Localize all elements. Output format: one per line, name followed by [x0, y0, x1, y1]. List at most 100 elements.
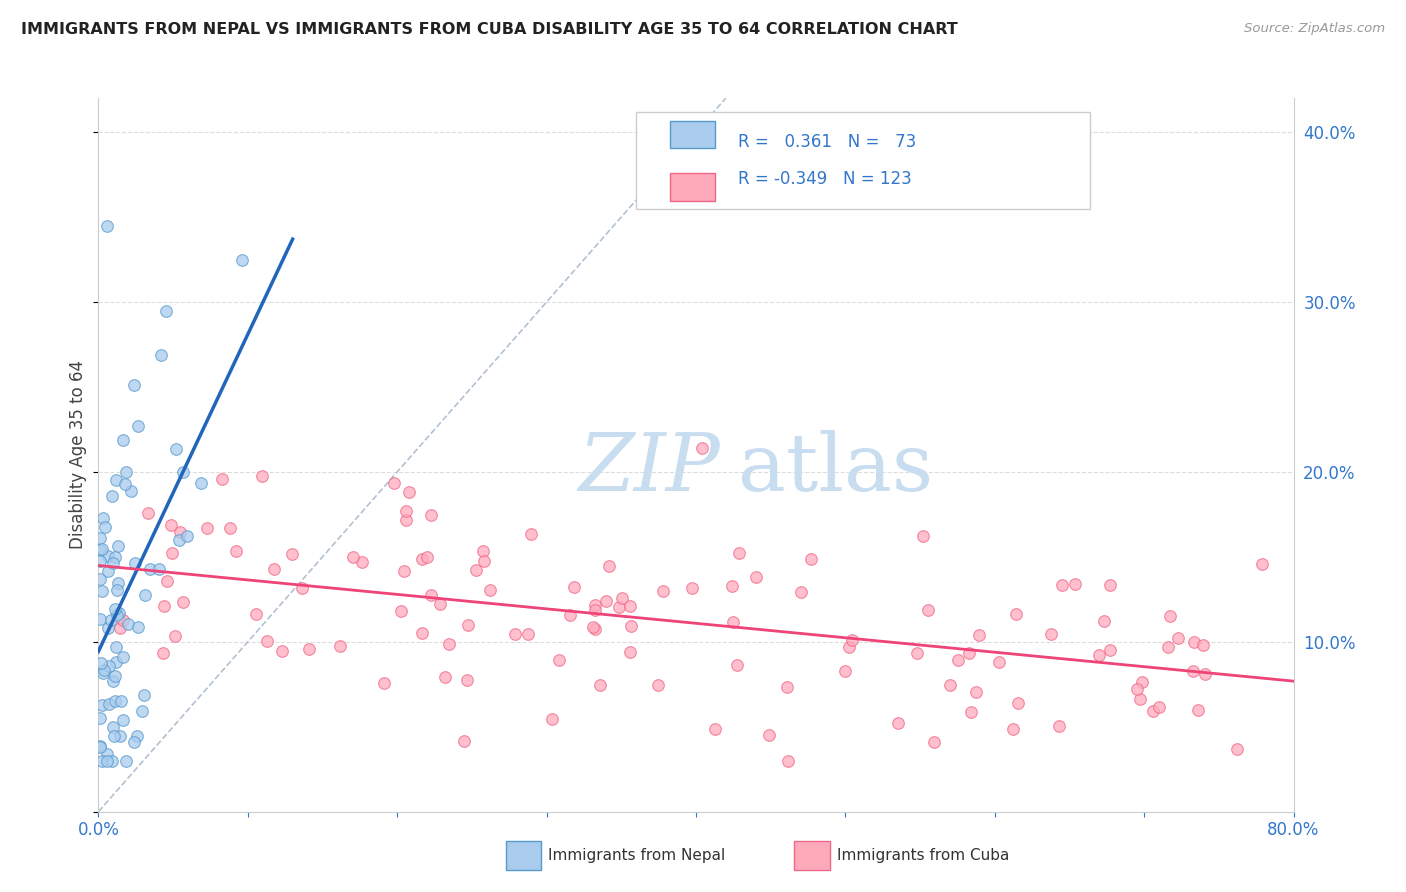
Point [704, 723, 727, 737]
Point [457, 617, 479, 632]
Point [165, 442, 187, 456]
Point [90, 754, 112, 768]
Point [114, 754, 136, 768]
Point [690, 441, 713, 455]
FancyBboxPatch shape [669, 173, 716, 201]
Point [723, 615, 745, 630]
Point [1047, 718, 1070, 732]
Point [122, 377, 145, 392]
Point [103, 673, 125, 688]
Point [727, 546, 749, 560]
Point [112, 649, 135, 664]
Point [967, 628, 990, 642]
Point [219, 521, 242, 535]
Point [91, 583, 114, 598]
Point [139, 562, 162, 576]
Point [834, 665, 856, 679]
Point [479, 583, 502, 598]
Point [1191, 638, 1213, 652]
Text: ZIP: ZIP [578, 431, 720, 508]
Point [100, 613, 122, 627]
Point [1098, 578, 1121, 592]
Point [589, 678, 612, 692]
Point [298, 642, 321, 657]
Point [245, 607, 267, 621]
Point [520, 527, 543, 541]
Point [472, 554, 495, 568]
Point [1251, 558, 1274, 572]
Point [101, 754, 124, 768]
Point [411, 625, 433, 640]
Point [1063, 577, 1085, 591]
Point [620, 618, 643, 632]
Point [280, 547, 302, 561]
Point [583, 598, 606, 612]
Point [120, 483, 142, 498]
Point [905, 646, 928, 660]
Point [456, 673, 478, 687]
Point [1167, 631, 1189, 645]
Point [583, 622, 606, 636]
Point [96, 754, 118, 768]
Point [105, 582, 128, 597]
Point [516, 627, 538, 641]
Point [548, 653, 571, 667]
Point [149, 348, 172, 362]
Point [94, 520, 117, 534]
Point [152, 599, 174, 614]
Point [800, 552, 823, 566]
Point [1194, 667, 1216, 681]
Point [453, 734, 475, 748]
Point [167, 533, 190, 548]
FancyBboxPatch shape [669, 120, 716, 148]
Point [134, 588, 156, 602]
Point [647, 678, 669, 692]
Point [472, 544, 495, 558]
Y-axis label: Disability Age 35 to 64: Disability Age 35 to 64 [69, 360, 87, 549]
Point [541, 712, 564, 726]
Point [89, 572, 111, 586]
Point [152, 646, 174, 660]
Point [420, 508, 443, 522]
Point [108, 606, 131, 620]
Point [911, 529, 934, 543]
Point [758, 728, 780, 742]
Point [93, 663, 115, 677]
Point [1001, 722, 1024, 736]
Point [939, 678, 962, 692]
Point [411, 552, 433, 566]
Point [263, 562, 285, 576]
Point [965, 685, 987, 699]
Point [1092, 615, 1115, 629]
Point [89, 739, 111, 754]
Point [922, 735, 945, 749]
Point [725, 658, 748, 673]
Point [190, 476, 212, 491]
Point [503, 627, 526, 641]
Point [415, 550, 437, 565]
Point [433, 670, 456, 684]
Point [156, 574, 179, 589]
Point [564, 580, 586, 594]
Point [211, 472, 233, 486]
Point [398, 484, 420, 499]
Point [1182, 635, 1205, 649]
Point [108, 621, 131, 635]
Point [841, 633, 863, 648]
Point [89, 613, 111, 627]
Point [89, 543, 111, 558]
Point [1099, 643, 1122, 657]
Point [1129, 692, 1152, 706]
Point [350, 555, 373, 569]
Point [98, 697, 121, 711]
Text: IMMIGRANTS FROM NEPAL VS IMMIGRANTS FROM CUBA DISABILITY AGE 35 TO 64 CORRELATIO: IMMIGRANTS FROM NEPAL VS IMMIGRANTS FROM… [21, 22, 957, 37]
Point [96, 747, 118, 762]
Point [1159, 609, 1181, 624]
Point [395, 512, 418, 526]
Point [721, 579, 744, 593]
Point [619, 599, 641, 613]
Point [250, 469, 273, 483]
Point [98, 659, 121, 673]
Point [1226, 742, 1249, 756]
Point [107, 608, 129, 623]
